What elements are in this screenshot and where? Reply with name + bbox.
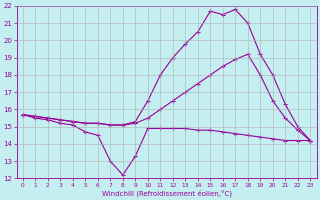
X-axis label: Windchill (Refroidissement éolien,°C): Windchill (Refroidissement éolien,°C) [101, 189, 232, 197]
